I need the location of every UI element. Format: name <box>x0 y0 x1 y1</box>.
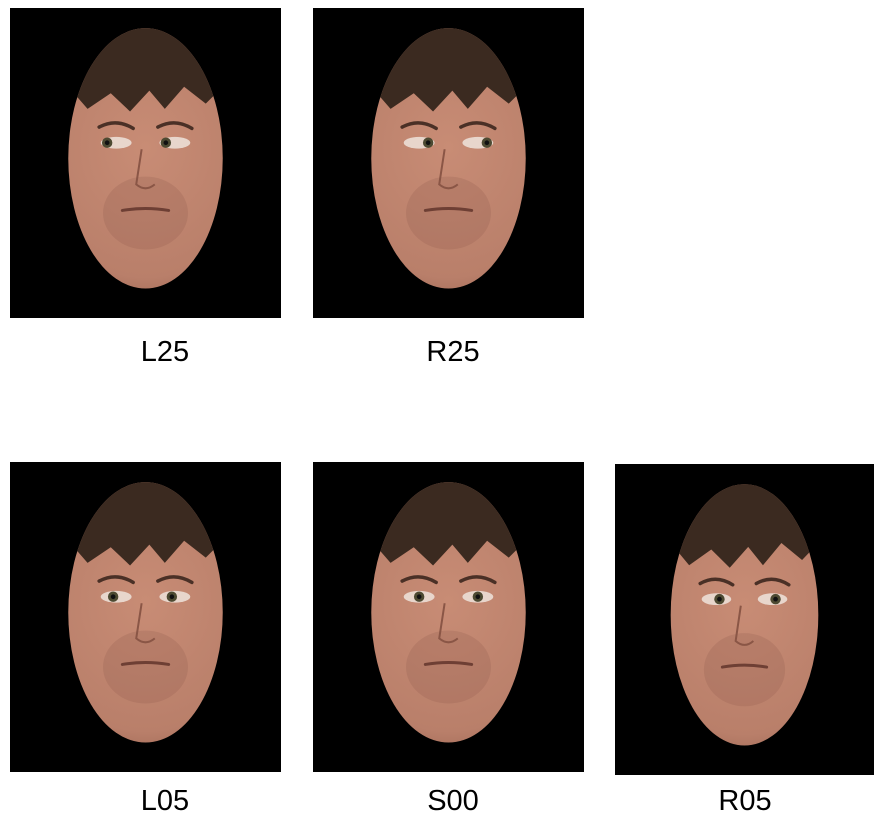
face-drawing <box>371 28 526 289</box>
face-drawing <box>68 28 223 289</box>
face-image-s00 <box>313 462 584 772</box>
label-r05: R05 <box>718 785 772 817</box>
label-l25: L25 <box>140 336 190 368</box>
face-image-r05 <box>615 464 874 775</box>
face-image-l05 <box>10 462 281 772</box>
face-image-r25 <box>313 8 584 318</box>
face-drawing <box>371 482 526 743</box>
face-drawing <box>68 482 223 743</box>
label-s00: S00 <box>427 785 479 817</box>
label-l05: L05 <box>140 785 190 817</box>
face-drawing <box>670 484 819 746</box>
label-r25: R25 <box>426 336 480 368</box>
face-image-l25 <box>10 8 281 318</box>
